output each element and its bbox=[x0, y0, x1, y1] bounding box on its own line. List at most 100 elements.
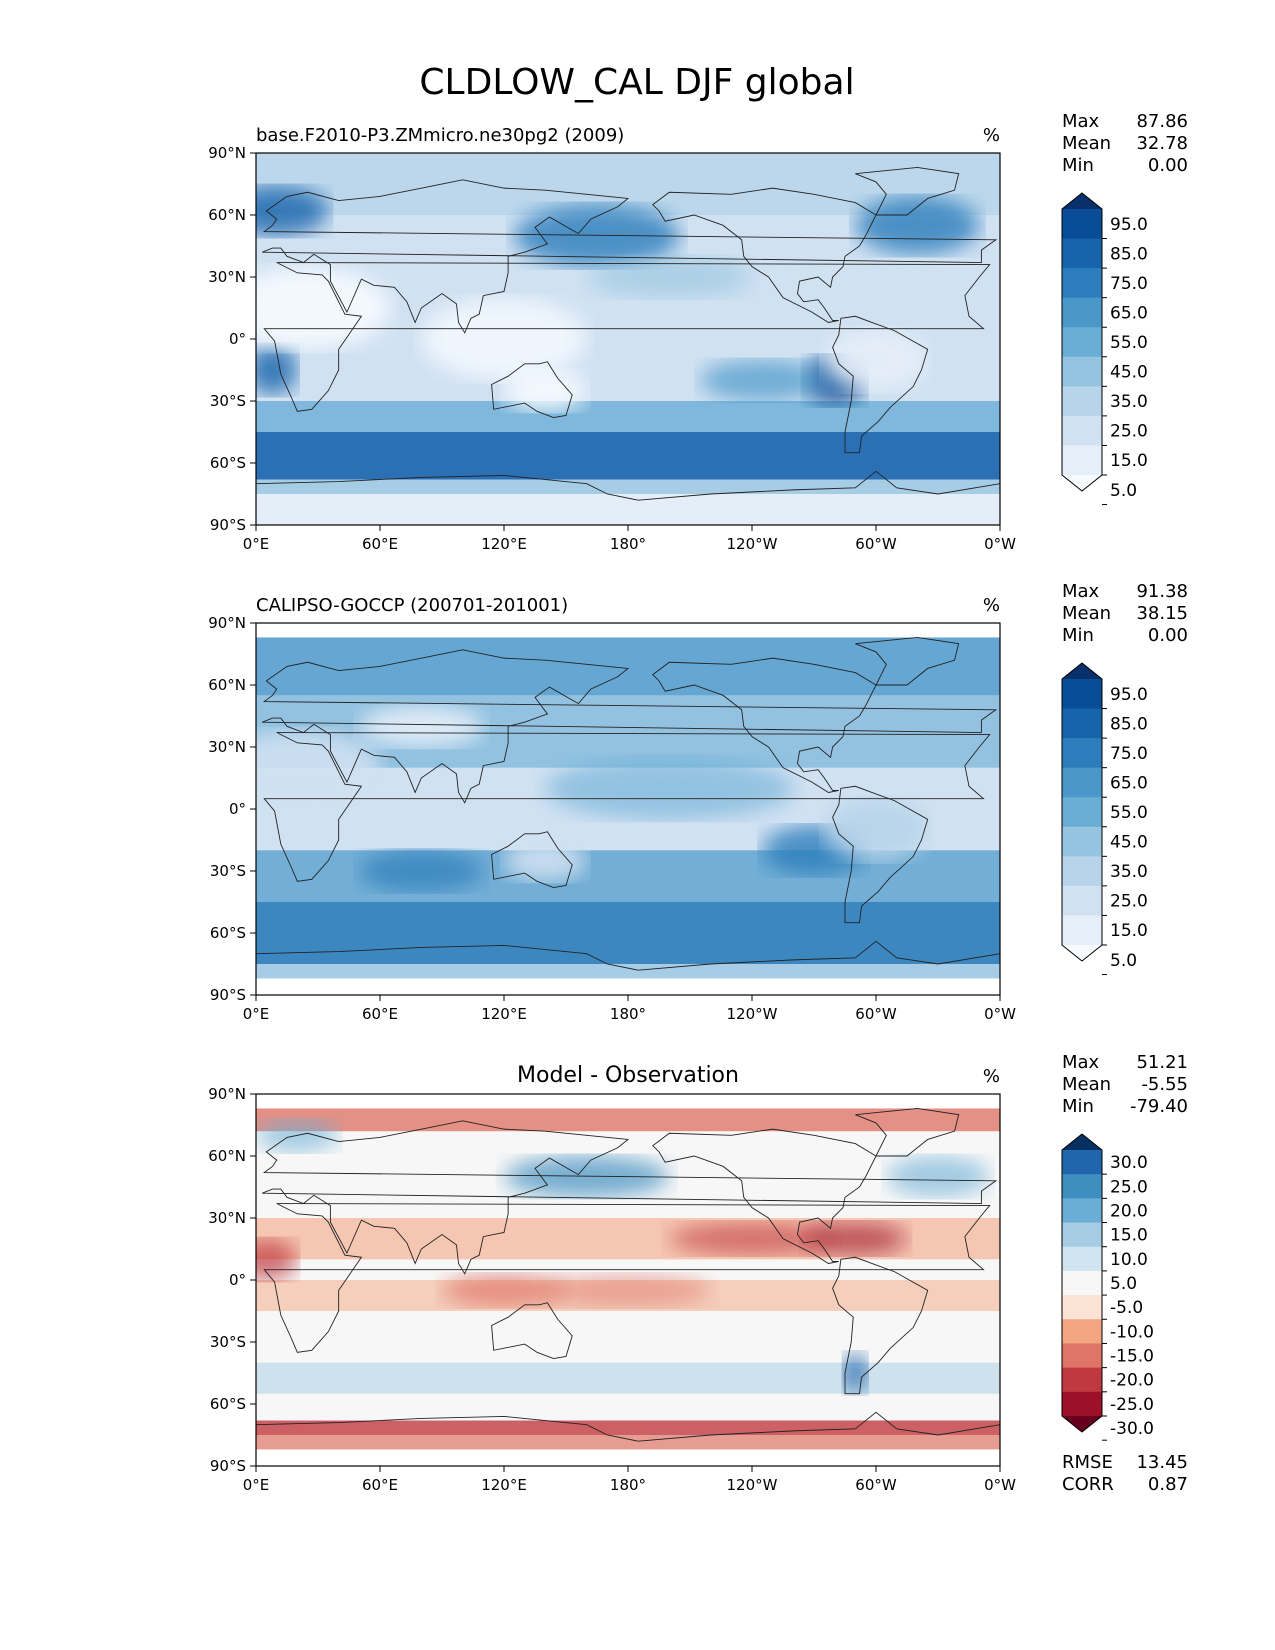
colorbar-tick-label: -20.0 bbox=[1110, 1371, 1154, 1391]
field-region bbox=[359, 705, 484, 747]
colorbar-segment bbox=[1062, 1391, 1102, 1417]
colorbar-tick-label: 55.0 bbox=[1110, 333, 1148, 353]
colorbar: 30.0 25.0 20.0 15.0 10.0 5.0 -5.0 -10.0 -15.0 -20… bbox=[1061, 1133, 1154, 1441]
colorbar-tick-label: 5.0 bbox=[1110, 1274, 1137, 1294]
coastline-greenland bbox=[855, 637, 960, 686]
lat-tick-label: 0° bbox=[229, 800, 246, 818]
coastline-greenland bbox=[855, 1108, 960, 1157]
colorbar-tick-label: 65.0 bbox=[1110, 303, 1148, 323]
stat-label: Mean bbox=[1062, 133, 1111, 154]
coastline-antarctica bbox=[256, 1411, 1000, 1466]
lat-tick-label: 30°N bbox=[208, 268, 246, 286]
colorbar-tick-label: -10.0 bbox=[1110, 1322, 1154, 1342]
lon-tick-label: 60°E bbox=[362, 1476, 398, 1494]
coastline-australia bbox=[491, 831, 573, 888]
coastline-eurasia bbox=[262, 1120, 998, 1275]
field-region bbox=[855, 196, 980, 255]
field-region bbox=[359, 850, 484, 892]
stat-label: Max bbox=[1062, 111, 1100, 132]
coastline-africa bbox=[263, 262, 991, 412]
lon-tick-label: 120°W bbox=[727, 535, 778, 553]
colorbar-segment bbox=[1062, 327, 1102, 358]
colorbar-segment bbox=[1062, 1246, 1102, 1272]
colorbar-segment bbox=[1062, 1319, 1102, 1344]
lat-tick-label: 30°S bbox=[210, 1333, 246, 1351]
coastline-samerica bbox=[832, 1256, 929, 1395]
lat-tick-label: 90°S bbox=[210, 986, 246, 1004]
lat-band bbox=[256, 1362, 1000, 1394]
panel-title: base.F2010-P3.ZMmicro.ne30pg2 (2009) bbox=[256, 125, 624, 146]
lat-tick-label: 30°S bbox=[210, 392, 246, 410]
extra-stat-label: RMSE bbox=[1062, 1452, 1113, 1473]
stat-value: 38.15 bbox=[1136, 603, 1188, 624]
colorbar-extend-top bbox=[1062, 1134, 1102, 1150]
field-region bbox=[545, 757, 794, 820]
panel-title: CALIPSO-GOCCP (200701-201001) bbox=[256, 595, 568, 616]
lon-tick-label: 180° bbox=[610, 1005, 646, 1023]
map-field bbox=[256, 623, 1000, 995]
lat-band bbox=[256, 432, 1000, 480]
colorbar-segment bbox=[1062, 1343, 1102, 1369]
field-region bbox=[421, 297, 587, 381]
colorbar-segment bbox=[1062, 767, 1102, 798]
field-region bbox=[256, 345, 298, 395]
units-label: % bbox=[983, 125, 1000, 146]
coastline-africa bbox=[263, 732, 991, 882]
colorbar-segment bbox=[1062, 297, 1102, 328]
colorbar-tick-label: 35.0 bbox=[1110, 862, 1148, 882]
lon-tick-label: 0°E bbox=[243, 535, 270, 553]
lat-tick-label: 60°N bbox=[208, 676, 246, 694]
colorbar-extend-top bbox=[1062, 193, 1102, 209]
lat-band bbox=[256, 1094, 1000, 1109]
panel-observation: 90°N 60°N 30°N 0° 30°S 60°S 90°S0°E 60°E 120°E 18… bbox=[208, 581, 1188, 1023]
colorbar-tick-label: 20.0 bbox=[1110, 1201, 1148, 1221]
lat-band bbox=[256, 1449, 1000, 1466]
stat-label: Max bbox=[1062, 581, 1100, 602]
colorbar-tick-label: -15.0 bbox=[1110, 1347, 1154, 1367]
lat-tick-label: 90°N bbox=[208, 614, 246, 632]
colorbar-tick-label: -30.0 bbox=[1110, 1419, 1154, 1439]
stat-label: Max bbox=[1062, 1052, 1100, 1073]
stat-value: -79.40 bbox=[1130, 1096, 1188, 1117]
lat-tick-label: 60°S bbox=[210, 1395, 246, 1413]
field-region bbox=[803, 1222, 907, 1256]
lat-band bbox=[256, 1420, 1000, 1435]
coastline-australia bbox=[491, 361, 573, 418]
lon-tick-label: 60°W bbox=[855, 535, 897, 553]
lat-band bbox=[256, 479, 1000, 494]
colorbar-segment bbox=[1062, 445, 1102, 476]
colorbar-segment bbox=[1062, 1295, 1102, 1320]
lat-band bbox=[256, 494, 1000, 525]
lat-tick-label: 0° bbox=[229, 1271, 246, 1289]
colorbar-segment bbox=[1062, 885, 1102, 916]
colorbar-segment bbox=[1062, 1367, 1102, 1393]
field-region bbox=[824, 328, 928, 391]
coastline-greenland bbox=[855, 167, 960, 216]
colorbar-tick-label: 15.0 bbox=[1110, 1226, 1148, 1246]
stat-label: Mean bbox=[1062, 1074, 1111, 1095]
coastline-namerica bbox=[652, 1128, 877, 1264]
lon-tick-label: 120°W bbox=[727, 1476, 778, 1494]
stat-label: Min bbox=[1062, 625, 1094, 646]
lat-tick-label: 60°N bbox=[208, 206, 246, 224]
coastlines bbox=[256, 1108, 1000, 1466]
coastline-samerica bbox=[832, 315, 929, 454]
extra-stat-label: CORR bbox=[1062, 1474, 1114, 1495]
panel-title: Model - Observation bbox=[517, 1063, 739, 1088]
coastlines bbox=[256, 637, 1000, 995]
extra-stat-value: 0.87 bbox=[1148, 1474, 1188, 1495]
panel-difference: 90°N 60°N 30°N 0° 30°S 60°S 90°S0°E 60°E 120°E 18… bbox=[208, 1052, 1188, 1495]
stat-value: 0.00 bbox=[1148, 625, 1188, 646]
colorbar-tick-label: 85.0 bbox=[1110, 244, 1148, 264]
stat-label: Min bbox=[1062, 1096, 1094, 1117]
lon-tick-label: 60°W bbox=[855, 1005, 897, 1023]
lat-band bbox=[256, 623, 1000, 638]
colorbar-tick-label: -5.0 bbox=[1110, 1298, 1143, 1318]
field-region bbox=[545, 1273, 711, 1307]
colorbar-segment bbox=[1062, 209, 1102, 240]
lat-tick-label: 30°N bbox=[208, 1209, 246, 1227]
lat-tick-label: 90°S bbox=[210, 516, 246, 534]
lon-tick-label: 0°W bbox=[984, 1005, 1016, 1023]
lat-tick-label: 60°S bbox=[210, 454, 246, 472]
